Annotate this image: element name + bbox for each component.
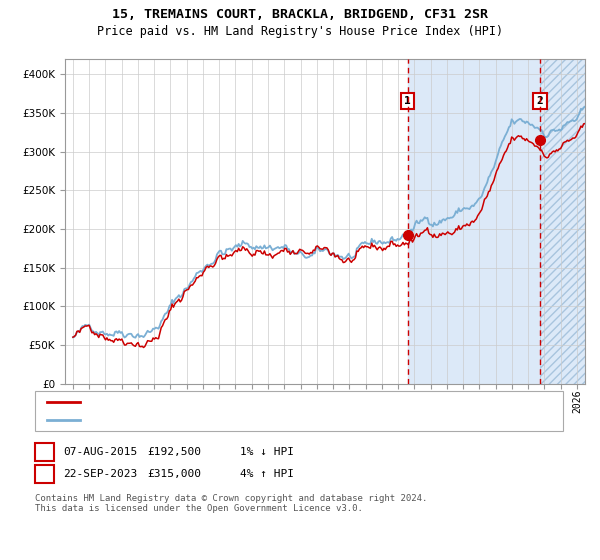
Text: 4% ↑ HPI: 4% ↑ HPI	[240, 469, 294, 479]
Text: £315,000: £315,000	[147, 469, 201, 479]
Bar	[540, 59, 600, 384]
Text: £192,500: £192,500	[147, 447, 201, 457]
Text: Price paid vs. HM Land Registry's House Price Index (HPI): Price paid vs. HM Land Registry's House …	[97, 25, 503, 38]
Text: 1: 1	[41, 447, 48, 457]
Text: 2: 2	[536, 96, 543, 106]
Text: 07-AUG-2015: 07-AUG-2015	[63, 447, 137, 457]
Text: Contains HM Land Registry data © Crown copyright and database right 2024.
This d: Contains HM Land Registry data © Crown c…	[35, 494, 427, 514]
Text: 1% ↓ HPI: 1% ↓ HPI	[240, 447, 294, 457]
Text: 15, TREMAINS COURT, BRACKLA, BRIDGEND, CF31 2SR: 15, TREMAINS COURT, BRACKLA, BRIDGEND, C…	[112, 8, 488, 21]
Text: HPI: Average price, detached house, Bridgend: HPI: Average price, detached house, Brid…	[86, 415, 344, 425]
Text: 15, TREMAINS COURT, BRACKLA, BRIDGEND, CF31 2SR (detached house): 15, TREMAINS COURT, BRACKLA, BRIDGEND, C…	[86, 397, 462, 407]
Text: 1: 1	[404, 96, 411, 106]
Text: 2: 2	[41, 469, 48, 479]
Text: 22-SEP-2023: 22-SEP-2023	[63, 469, 137, 479]
Bar	[407, 59, 540, 384]
